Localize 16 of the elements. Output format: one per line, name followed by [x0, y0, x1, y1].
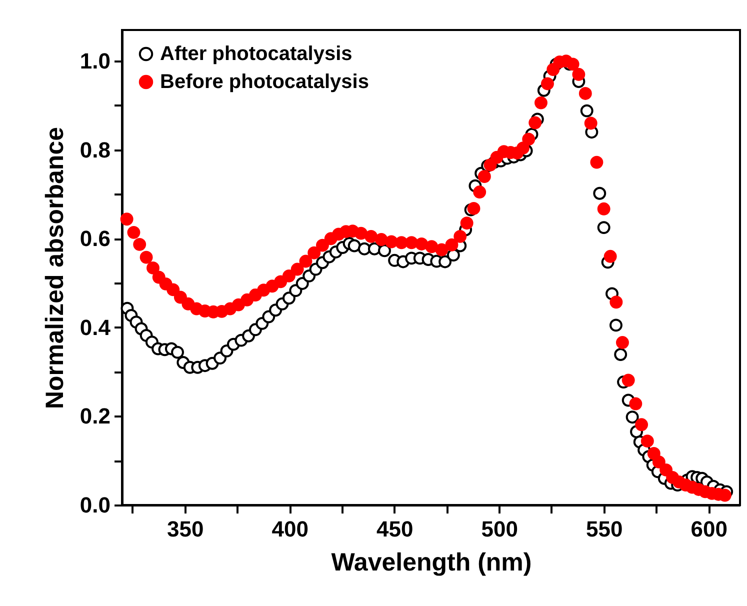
y-tick-label: 0.8: [80, 137, 110, 162]
x-tick-label: 550: [586, 516, 623, 542]
x-tick-label: 350: [166, 516, 204, 542]
legend-label: After photocatalysis: [160, 43, 352, 65]
y-tick-label: 0.6: [80, 226, 110, 252]
legend-label: Before photocatalysis: [160, 71, 369, 93]
y-tick-label: 0.0: [80, 492, 110, 518]
x-tick-label: 600: [690, 516, 728, 542]
x-tick-label: 400: [272, 516, 308, 542]
y-tick-label: 0.4: [80, 314, 112, 340]
y-tick-label: 1.0: [80, 48, 110, 74]
y-axis-title: Normalized absorbance: [40, 126, 69, 410]
y-tick-label: 0.2: [80, 404, 110, 429]
x-axis-title: Wavelength (nm): [331, 548, 532, 576]
x-tick-label: 500: [481, 516, 518, 542]
x-tick-label: 450: [376, 516, 414, 542]
